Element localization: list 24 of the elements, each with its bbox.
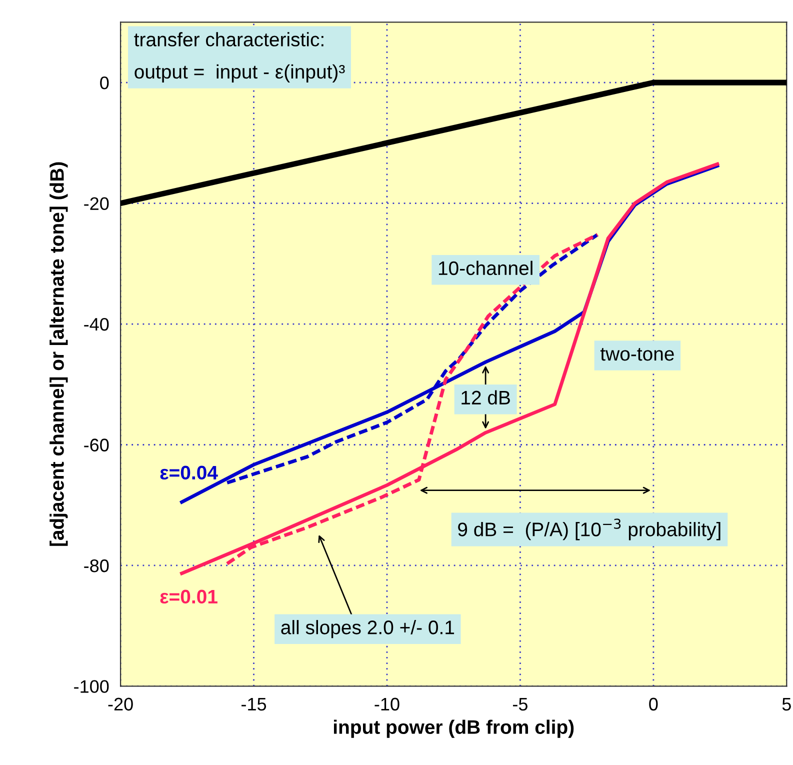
x-axis-title: input power (dB from clip) xyxy=(334,720,574,738)
annotation: all slopes 2.0 +/- 0.1 xyxy=(281,620,454,638)
x-tick-label: -15 xyxy=(242,698,266,711)
x-tick-label: -5 xyxy=(512,698,528,711)
y-tick-label: -20 xyxy=(84,197,109,210)
y-tick-label: -40 xyxy=(84,318,109,331)
x-tick-label: 5 xyxy=(782,698,791,711)
annotation: two-tone xyxy=(600,348,674,361)
y-tick-label: -80 xyxy=(84,559,109,572)
y-tick-label: -100 xyxy=(74,680,109,693)
annotation: 10-channel xyxy=(438,260,532,276)
line-series xyxy=(225,232,600,566)
y-tick-label: 0 xyxy=(100,76,109,90)
annotation: transfer characteristic: output = input - ε(input)³ xyxy=(134,32,345,82)
x-tick-label: 0 xyxy=(649,698,658,711)
y-tick-label: -60 xyxy=(84,438,109,452)
series-label: ε=0.01 xyxy=(160,590,218,604)
annotation: 12 dB xyxy=(462,390,510,405)
y-axis-title: [adjacent channel] or [alternate tone] (dB) xyxy=(50,162,68,546)
x-tick-label: -10 xyxy=(374,698,400,711)
series-label: ε=0.04 xyxy=(160,466,218,480)
line-series xyxy=(225,232,600,485)
annotation: 9 dB = (P/A) [10$^{−3}$ probability] xyxy=(458,518,720,540)
x-tick-label: -20 xyxy=(108,698,133,711)
